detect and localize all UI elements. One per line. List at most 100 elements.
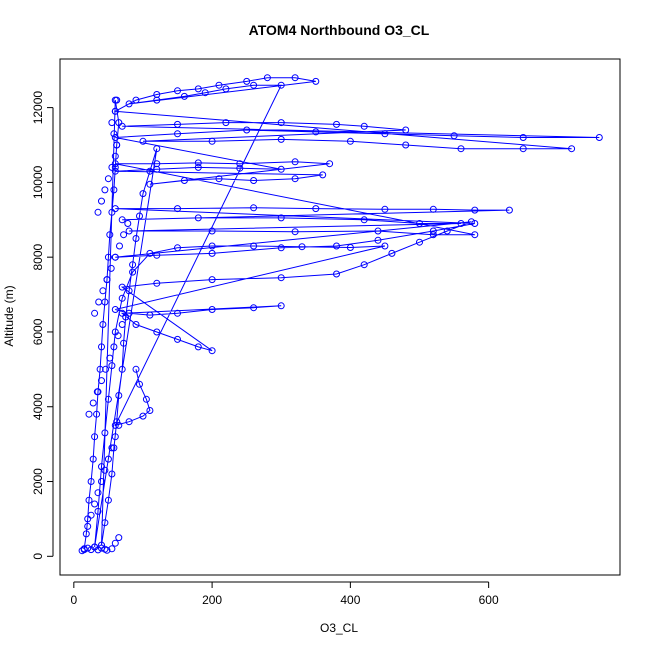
data-point [118, 216, 126, 224]
data-point [108, 362, 116, 370]
data-point [111, 539, 119, 547]
data-point [111, 134, 119, 141]
data-point [104, 496, 112, 504]
data-point [103, 276, 111, 284]
y-axis: 0 2000 4000 6000 8000 10000 12000 [31, 91, 54, 560]
data-point [291, 74, 299, 82]
data-point [113, 96, 121, 104]
data-point [115, 421, 123, 429]
x-tick-label: 600 [479, 593, 499, 607]
data-point [110, 130, 118, 138]
data-point [291, 228, 299, 236]
data-point [471, 206, 479, 214]
data-point [153, 279, 161, 287]
data-point [180, 92, 188, 100]
data-point [416, 238, 423, 246]
data-point [333, 120, 340, 128]
chart-title: ATOM4 Northbound O3_CL [249, 22, 430, 38]
data-point [129, 268, 137, 276]
data-point [87, 511, 95, 519]
data-point [113, 141, 121, 149]
data-point [208, 249, 216, 257]
data-point [104, 455, 112, 463]
data-point [125, 309, 133, 317]
data-point [94, 489, 102, 497]
data-point [250, 304, 258, 312]
data-point [108, 163, 116, 171]
data-point [120, 231, 128, 239]
series-line [83, 77, 600, 549]
data-point [113, 418, 121, 426]
data-point [93, 388, 101, 396]
data-point [429, 231, 437, 239]
data-point [153, 145, 161, 153]
data-point [153, 96, 161, 104]
data-point [208, 306, 216, 313]
data-point [222, 85, 230, 93]
data-point [243, 77, 251, 85]
data-point [222, 119, 230, 127]
y-tick-label: 2000 [31, 468, 45, 495]
data-point [115, 392, 123, 399]
data-point [568, 145, 576, 153]
data-point [277, 244, 285, 252]
data-point [111, 107, 119, 115]
data-point [263, 74, 271, 82]
data-point [101, 519, 109, 527]
data-point [291, 158, 299, 166]
y-axis-label: Altitude (m) [2, 285, 16, 346]
data-point [208, 242, 216, 250]
data-point [146, 249, 154, 257]
data-point [346, 137, 354, 145]
data-point [116, 242, 123, 250]
data-point [194, 85, 202, 93]
data-point [132, 235, 140, 242]
data-point [108, 444, 116, 452]
data-point [110, 343, 118, 351]
data-point [111, 421, 119, 429]
data-point [519, 134, 527, 141]
data-point [360, 216, 368, 224]
x-tick-label: 200 [202, 593, 222, 607]
data-point [236, 164, 244, 172]
data-point [139, 412, 147, 420]
data-point [104, 175, 112, 183]
data-point [471, 220, 479, 227]
data-point [457, 145, 465, 153]
data-point [146, 180, 154, 188]
data-point [277, 81, 285, 89]
data-point [95, 298, 103, 306]
data-point [346, 244, 354, 251]
y-tick-label: 10000 [31, 165, 45, 199]
y-tick-label: 8000 [31, 244, 45, 271]
data-point [118, 294, 126, 302]
data-point [102, 365, 110, 373]
data-point [118, 122, 126, 130]
data-point [250, 242, 258, 250]
data-point [98, 478, 105, 485]
data-point [132, 96, 140, 104]
data-point [98, 541, 105, 549]
data-point [125, 287, 133, 295]
data-point [99, 287, 107, 295]
data-point [107, 264, 115, 272]
plot-series [78, 74, 603, 555]
data-point [98, 377, 105, 385]
data-point [91, 500, 99, 508]
data-point [91, 433, 99, 441]
data-point [84, 544, 92, 552]
data-point [174, 244, 181, 252]
data-point [450, 132, 458, 140]
data-point [153, 251, 161, 259]
data-point [99, 321, 107, 328]
data-point [194, 163, 202, 171]
data-point [360, 122, 368, 130]
data-point [142, 395, 150, 403]
data-point [312, 128, 320, 136]
data-point [194, 214, 202, 222]
data-point [277, 214, 285, 222]
data-point [153, 165, 161, 173]
data-point [194, 159, 202, 167]
data-point [82, 530, 90, 538]
